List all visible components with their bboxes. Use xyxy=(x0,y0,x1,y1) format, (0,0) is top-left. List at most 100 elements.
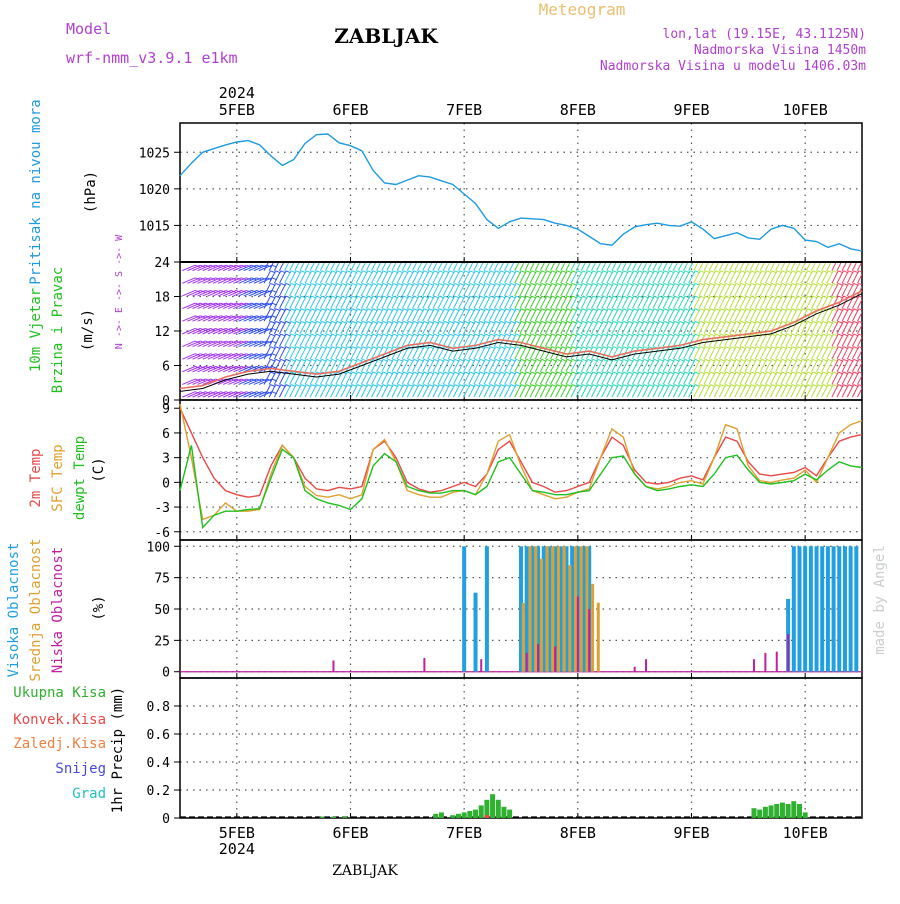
wind-barb-shaft xyxy=(355,283,363,297)
wind-barb-shaft xyxy=(770,371,778,385)
wind-barb-shaft xyxy=(238,327,252,335)
wind-barb-shaft xyxy=(524,308,532,322)
precip-bar xyxy=(507,809,513,818)
wind-barb-shaft xyxy=(309,270,317,284)
wind-barb-shaft xyxy=(698,346,706,360)
wind-barb-shaft xyxy=(248,302,262,310)
wind-barb-shaft xyxy=(417,321,425,335)
pressure-axis-title: Pritisak na nivou mora xyxy=(28,99,44,284)
wind-barb-shaft xyxy=(591,295,599,309)
wind-barb-flag xyxy=(470,258,475,260)
wind-barb-shaft xyxy=(606,346,614,360)
wind-barb-shaft xyxy=(657,371,665,385)
wind-barb-shaft xyxy=(677,371,686,385)
wind-barb-shaft xyxy=(637,371,645,385)
wind-barb-shaft xyxy=(606,295,614,309)
wind-barb-shaft xyxy=(509,283,517,297)
wind-barb-shaft xyxy=(657,262,663,271)
wind-barb-shaft xyxy=(217,391,232,398)
wind-barb-shaft xyxy=(770,283,778,297)
wind-barb-shaft xyxy=(365,371,374,385)
wind-barb-flag xyxy=(393,258,398,260)
wind-barb-flag xyxy=(854,258,859,260)
wind-barb-shaft xyxy=(422,283,430,297)
wind-barb-shaft xyxy=(207,302,221,310)
wind-barb-shaft xyxy=(770,295,778,309)
wind-barb-shaft xyxy=(376,262,382,271)
wind-barb-shaft xyxy=(570,321,578,335)
wind-barb-shaft xyxy=(544,295,553,309)
wind-barb-shaft xyxy=(483,308,491,322)
wind-barb-shaft xyxy=(585,321,594,335)
wind-barb-shaft xyxy=(314,384,323,398)
wind-barb-shaft xyxy=(550,359,558,373)
wind-barb-shaft xyxy=(647,371,655,385)
wind-barb-shaft xyxy=(560,321,568,335)
wind-barb-shaft xyxy=(734,270,742,284)
wind-barb-shaft xyxy=(401,262,408,271)
wind-barb-shaft xyxy=(192,315,206,322)
wind-barb-shaft xyxy=(289,333,297,347)
wind-barb-shaft xyxy=(335,371,343,385)
wind-barb-shaft xyxy=(498,295,507,309)
wind-barb-shaft xyxy=(770,262,776,271)
wind-barb-shaft xyxy=(749,321,757,335)
wind-barb-shaft xyxy=(785,346,793,360)
wind-barb-shaft xyxy=(831,283,839,297)
wind-barb-shaft xyxy=(585,262,592,271)
wind-barb-shaft xyxy=(509,308,517,322)
wind-barb-shaft xyxy=(826,333,834,347)
wind-barb-shaft xyxy=(770,308,778,322)
wind-barb-shaft xyxy=(498,359,507,373)
wind-barb-shaft xyxy=(826,359,834,373)
wind-barb-shaft xyxy=(519,270,527,284)
wind-barb-shaft xyxy=(836,333,844,347)
wind-barb-shaft xyxy=(529,283,537,297)
wind-barb-shaft xyxy=(447,262,454,271)
wind-barb-shaft xyxy=(672,384,681,398)
wind-barb-shaft xyxy=(192,290,206,297)
wind-barb-shaft xyxy=(458,384,466,398)
wind-barb-shaft xyxy=(386,262,392,271)
wind-barb-shaft xyxy=(279,308,287,322)
wind-barb-shaft xyxy=(693,283,701,297)
wind-barb-shaft xyxy=(585,333,594,347)
precip-bar xyxy=(330,816,336,818)
wind-barb-shaft xyxy=(621,295,629,309)
wind-barb-flag xyxy=(858,358,862,362)
wind-barb-shaft xyxy=(713,346,722,360)
cloud-legend-low: Niska Oblacnost xyxy=(50,547,66,673)
wind-barb-shaft xyxy=(243,277,257,284)
wind-barb-shaft xyxy=(821,308,829,322)
wind-barb-shaft xyxy=(790,295,798,309)
wind-barb-shaft xyxy=(631,321,640,335)
wind-barb-shaft xyxy=(529,371,537,385)
wind-barb-shaft xyxy=(376,333,384,347)
wind-barb-shaft xyxy=(539,308,548,322)
wind-barb-shaft xyxy=(560,371,568,385)
wind-barb-shaft xyxy=(192,378,206,385)
cloud-bar xyxy=(842,546,847,672)
wind-barb-shaft xyxy=(713,270,722,284)
wind-barb-shaft xyxy=(412,283,420,297)
wind-barb-shaft xyxy=(810,262,817,271)
wind-barb-shaft xyxy=(744,270,752,284)
wind-barb-shaft xyxy=(273,333,282,347)
wind-barb-shaft xyxy=(253,391,267,398)
wind-barb-shaft xyxy=(759,295,768,309)
cloud-bar xyxy=(564,546,569,672)
wind-barb-shaft xyxy=(248,378,262,385)
wind-barb-shaft xyxy=(514,346,522,360)
wind-barb-shaft xyxy=(273,283,282,297)
cloud-bar xyxy=(528,546,532,672)
wind-barb-shaft xyxy=(693,262,699,271)
wind-barb-shaft xyxy=(652,371,660,385)
wind-barb-shaft xyxy=(432,346,440,360)
wind-barb-shaft xyxy=(442,333,450,347)
wind-barb-shaft xyxy=(309,346,317,360)
wind-barb-shaft xyxy=(273,295,282,309)
wind-barb-shaft xyxy=(345,346,353,360)
wind-barb-shaft xyxy=(325,371,333,385)
